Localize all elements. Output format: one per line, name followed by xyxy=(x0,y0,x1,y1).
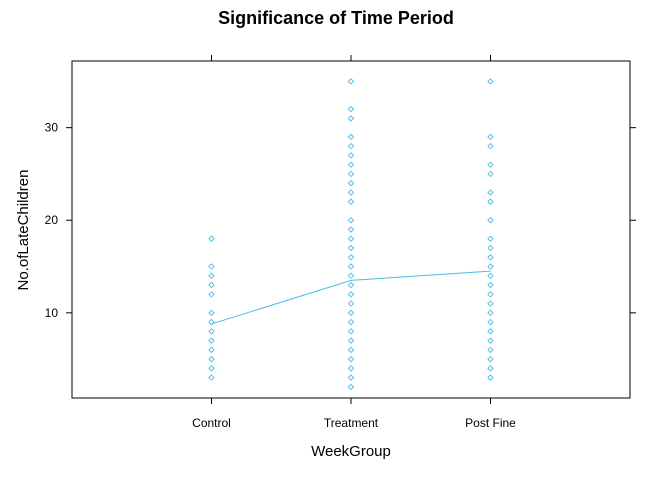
data-point xyxy=(347,105,355,113)
x-tick-label: Treatment xyxy=(324,416,379,430)
y-tick-label: 10 xyxy=(45,306,59,320)
data-point xyxy=(487,272,494,280)
data-point xyxy=(208,235,215,242)
data-point xyxy=(208,318,215,326)
data-point xyxy=(347,328,355,335)
data-point xyxy=(347,170,355,178)
data-point xyxy=(487,189,494,196)
data-point xyxy=(347,142,355,150)
data-point xyxy=(487,198,494,205)
data-point xyxy=(347,235,355,242)
data-point xyxy=(487,254,494,261)
data-point xyxy=(487,263,494,270)
y-axis-label: No.ofLateChildren xyxy=(15,170,32,291)
data-point xyxy=(347,78,355,85)
data-point xyxy=(347,346,355,354)
data-point xyxy=(487,328,494,335)
data-point xyxy=(347,152,355,159)
data-point xyxy=(347,263,355,270)
data-point xyxy=(487,365,494,372)
data-points xyxy=(208,78,494,391)
y-tick-label: 30 xyxy=(45,121,59,135)
data-point xyxy=(208,281,215,289)
data-point xyxy=(347,133,355,141)
data-point xyxy=(208,337,215,344)
x-tick-label: Control xyxy=(192,416,231,430)
data-point xyxy=(347,254,355,261)
data-point xyxy=(347,318,355,326)
data-point xyxy=(487,318,494,326)
data-point xyxy=(487,78,494,85)
data-point xyxy=(487,346,494,354)
data-point xyxy=(347,291,355,298)
data-point xyxy=(347,383,355,391)
chart-title: Significance of Time Period xyxy=(218,8,454,28)
data-point xyxy=(208,328,215,335)
data-point xyxy=(487,309,494,317)
data-point xyxy=(487,161,494,168)
y-tick-labels: 10 20 30 xyxy=(45,121,59,320)
data-point xyxy=(347,115,355,122)
data-point xyxy=(347,272,355,280)
data-point xyxy=(208,374,215,381)
data-point xyxy=(347,226,355,233)
data-point xyxy=(208,365,215,372)
data-point xyxy=(347,189,355,196)
data-point xyxy=(347,281,355,289)
data-point xyxy=(347,355,355,363)
data-point xyxy=(487,142,494,150)
data-point xyxy=(347,300,355,307)
data-point xyxy=(487,235,494,242)
data-point xyxy=(487,300,494,307)
data-point xyxy=(487,170,494,178)
data-point xyxy=(347,337,355,344)
x-tick-labels: Control Treatment Post Fine xyxy=(192,416,516,430)
data-point xyxy=(347,179,355,187)
data-point xyxy=(487,281,494,289)
y-tick-label: 20 xyxy=(45,213,59,227)
data-point xyxy=(487,217,494,224)
data-point xyxy=(347,161,355,168)
data-point xyxy=(487,355,494,363)
data-point xyxy=(208,291,215,298)
data-point xyxy=(347,217,355,224)
data-point xyxy=(208,272,215,280)
x-axis-label: WeekGroup xyxy=(311,443,391,460)
data-point xyxy=(347,198,355,205)
data-point xyxy=(347,309,355,317)
data-point xyxy=(347,365,355,372)
axis-ticks xyxy=(66,55,636,404)
data-point xyxy=(487,337,494,344)
mean-trend-line xyxy=(211,270,491,325)
data-point xyxy=(487,291,494,298)
data-point xyxy=(487,244,494,252)
data-point xyxy=(208,263,215,270)
data-point xyxy=(208,355,215,363)
data-point xyxy=(208,309,215,317)
data-point xyxy=(208,346,215,354)
data-point xyxy=(487,374,494,381)
x-tick-label: Post Fine xyxy=(465,416,516,430)
data-point xyxy=(347,374,355,381)
data-point xyxy=(347,244,355,252)
data-point xyxy=(487,133,494,141)
